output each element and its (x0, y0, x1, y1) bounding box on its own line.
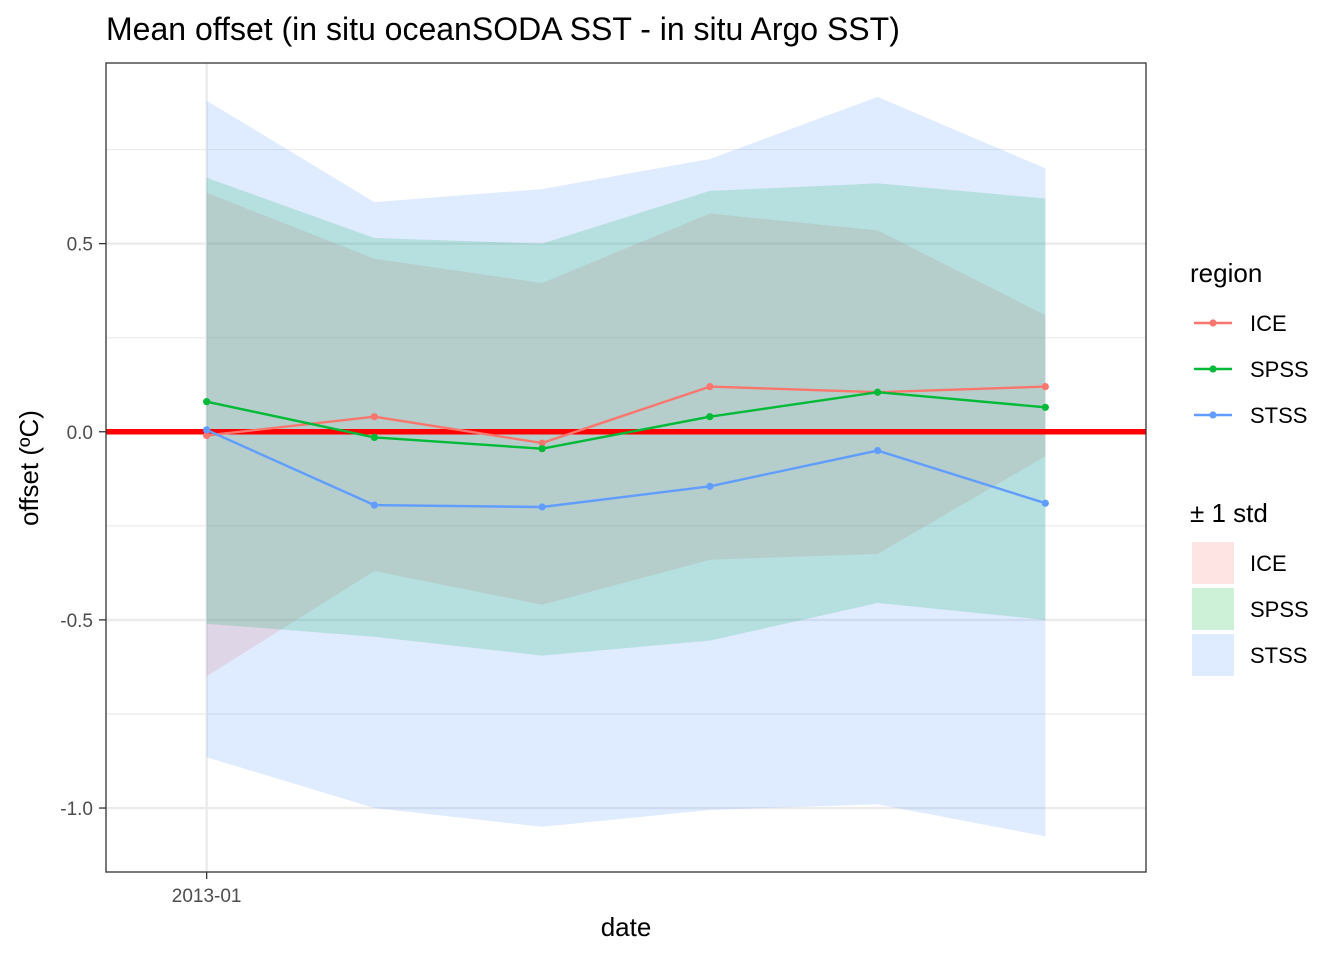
series-line-spss (206, 391, 1046, 450)
legend-title-std: ± 1 std (1190, 498, 1268, 528)
data-point-spss (706, 413, 714, 421)
legend-fill-label-ice: ICE (1250, 551, 1287, 576)
series-line-ice (206, 385, 1046, 445)
series-line-stss (206, 428, 1046, 509)
legend-label-spss: SPSS (1250, 357, 1309, 382)
chart-title: Mean offset (in situ oceanSODA SST - in … (106, 11, 900, 47)
legend-key-point-ice (1209, 319, 1217, 327)
legend-fill-label-spss: SPSS (1250, 597, 1309, 622)
ribbon-stss (206, 96, 1046, 837)
x-tick-label: 2013-01 (172, 886, 242, 907)
y-tick-label: -0.5 (60, 611, 93, 632)
data-point-spss (538, 445, 546, 453)
x-axis-title: date (601, 912, 652, 942)
data-point-spss (203, 398, 211, 406)
data-point-stss (706, 482, 714, 490)
legend-key-fill-ice (1192, 542, 1234, 584)
y-axis: 0.5 0.0 -0.5 -1.0 (60, 235, 106, 820)
ribbon-ice (206, 192, 1046, 677)
plot-panel (105, 62, 1147, 873)
legend-title-region: region (1190, 258, 1262, 288)
data-point-ice (706, 383, 714, 391)
legend: region ICE SPSS STSS ± 1 std ICE SPSS STSS (1190, 258, 1309, 676)
y-tick-label: -1.0 (60, 799, 93, 820)
legend-label-ice: ICE (1250, 311, 1287, 336)
data-point-ice (1041, 383, 1049, 391)
y-tick-label: 0.0 (67, 423, 93, 444)
data-point-stss (538, 503, 546, 511)
data-point-ice (203, 431, 211, 440)
data-point-ice (538, 439, 546, 447)
data-point-stss (370, 501, 378, 509)
x-axis: 2013-01 (172, 872, 242, 907)
y-axis-title: offset (ºC) (14, 410, 44, 526)
data-point-ice (370, 413, 378, 421)
panel-background (106, 63, 1146, 872)
data-point-stss (874, 446, 882, 455)
legend-key-fill-stss (1192, 634, 1234, 676)
legend-key-point-stss (1209, 411, 1217, 419)
legend-key-fill-spss (1192, 588, 1234, 630)
data-point-stss (1041, 499, 1049, 507)
data-point-spss (370, 433, 378, 441)
legend-key-point-spss (1209, 365, 1217, 373)
y-tick-label: 0.5 (67, 235, 93, 256)
data-point-spss (874, 388, 882, 396)
legend-label-stss: STSS (1250, 403, 1307, 428)
panel-border (105, 62, 1147, 873)
data-point-stss (203, 426, 211, 434)
data-point-spss (1041, 403, 1049, 411)
ribbon-spss (206, 177, 1046, 656)
legend-fill-label-stss: STSS (1250, 643, 1307, 668)
